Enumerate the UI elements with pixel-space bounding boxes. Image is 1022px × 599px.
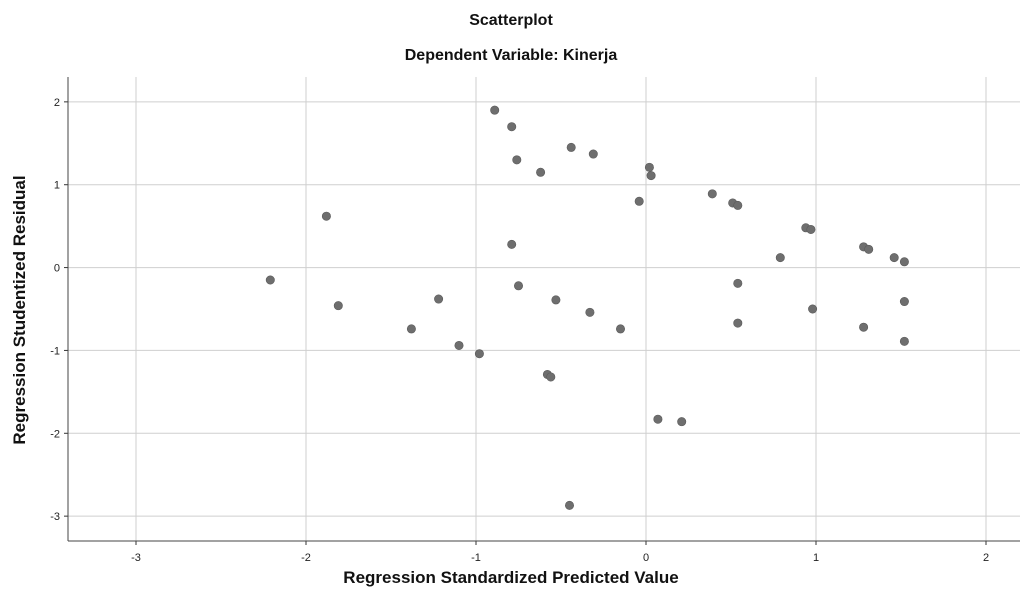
data-point xyxy=(634,196,644,206)
data-point xyxy=(615,324,625,334)
data-point xyxy=(677,417,687,427)
data-point xyxy=(265,275,275,285)
data-point xyxy=(808,304,818,314)
y-tick-label: -2 xyxy=(50,428,60,440)
axes xyxy=(64,77,1020,545)
data-point xyxy=(733,318,743,328)
data-point xyxy=(646,171,656,181)
y-tick-label: 2 xyxy=(54,97,60,109)
chart-title: Scatterplot xyxy=(469,12,553,29)
data-point xyxy=(588,149,598,159)
data-point xyxy=(889,253,899,263)
x-tick-label: 1 xyxy=(813,552,819,564)
data-point xyxy=(513,281,523,291)
data-point xyxy=(490,105,500,115)
data-point xyxy=(864,244,874,254)
data-point xyxy=(899,257,909,267)
x-tick-label: -1 xyxy=(471,552,481,564)
data-point xyxy=(653,414,663,424)
x-tick-label: 0 xyxy=(643,552,649,564)
data-point xyxy=(564,500,574,510)
chart-subtitle: Dependent Variable: Kinerja xyxy=(404,47,618,64)
x-axis-label: Regression Standardized Predicted Value xyxy=(343,568,679,587)
data-point xyxy=(536,167,546,177)
y-tick-label: -3 xyxy=(50,511,60,523)
y-tick-label: -1 xyxy=(50,345,60,357)
data-points xyxy=(265,105,909,510)
data-point xyxy=(454,340,464,350)
data-point xyxy=(546,372,556,382)
data-point xyxy=(707,189,717,199)
data-point xyxy=(644,162,654,172)
data-point xyxy=(512,155,522,165)
data-point xyxy=(474,349,484,359)
data-point xyxy=(434,294,444,304)
x-tick-label: -3 xyxy=(131,552,141,564)
data-point xyxy=(507,239,517,249)
data-point xyxy=(566,142,576,152)
x-tick-label: 2 xyxy=(983,552,989,564)
y-tick-label: 0 xyxy=(54,263,60,275)
data-point xyxy=(507,122,517,132)
data-point xyxy=(733,278,743,288)
data-point xyxy=(899,297,909,307)
data-point xyxy=(551,295,561,305)
data-point xyxy=(775,253,785,263)
data-point xyxy=(899,336,909,346)
data-point xyxy=(321,211,331,221)
x-tick-labels: -3 -2 -1 0 1 2 xyxy=(131,552,989,564)
data-point xyxy=(333,301,343,311)
y-tick-label: 1 xyxy=(54,180,60,192)
x-tick-label: -2 xyxy=(301,552,311,564)
data-point xyxy=(585,307,595,317)
data-point xyxy=(859,322,869,332)
data-point xyxy=(806,224,816,234)
data-point xyxy=(406,324,416,334)
y-axis-label: Regression Studentized Residual xyxy=(10,175,29,445)
grid-lines xyxy=(68,77,1020,541)
data-point xyxy=(733,200,743,210)
y-tick-labels: 2 1 0 -1 -2 -3 xyxy=(50,97,60,523)
